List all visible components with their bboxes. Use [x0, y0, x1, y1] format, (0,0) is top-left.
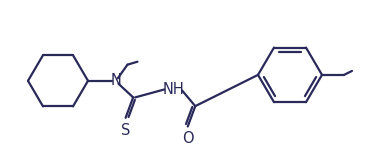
Text: S: S: [121, 123, 130, 138]
Text: O: O: [182, 131, 194, 146]
Text: N: N: [111, 73, 122, 88]
Text: NH: NH: [162, 82, 184, 97]
